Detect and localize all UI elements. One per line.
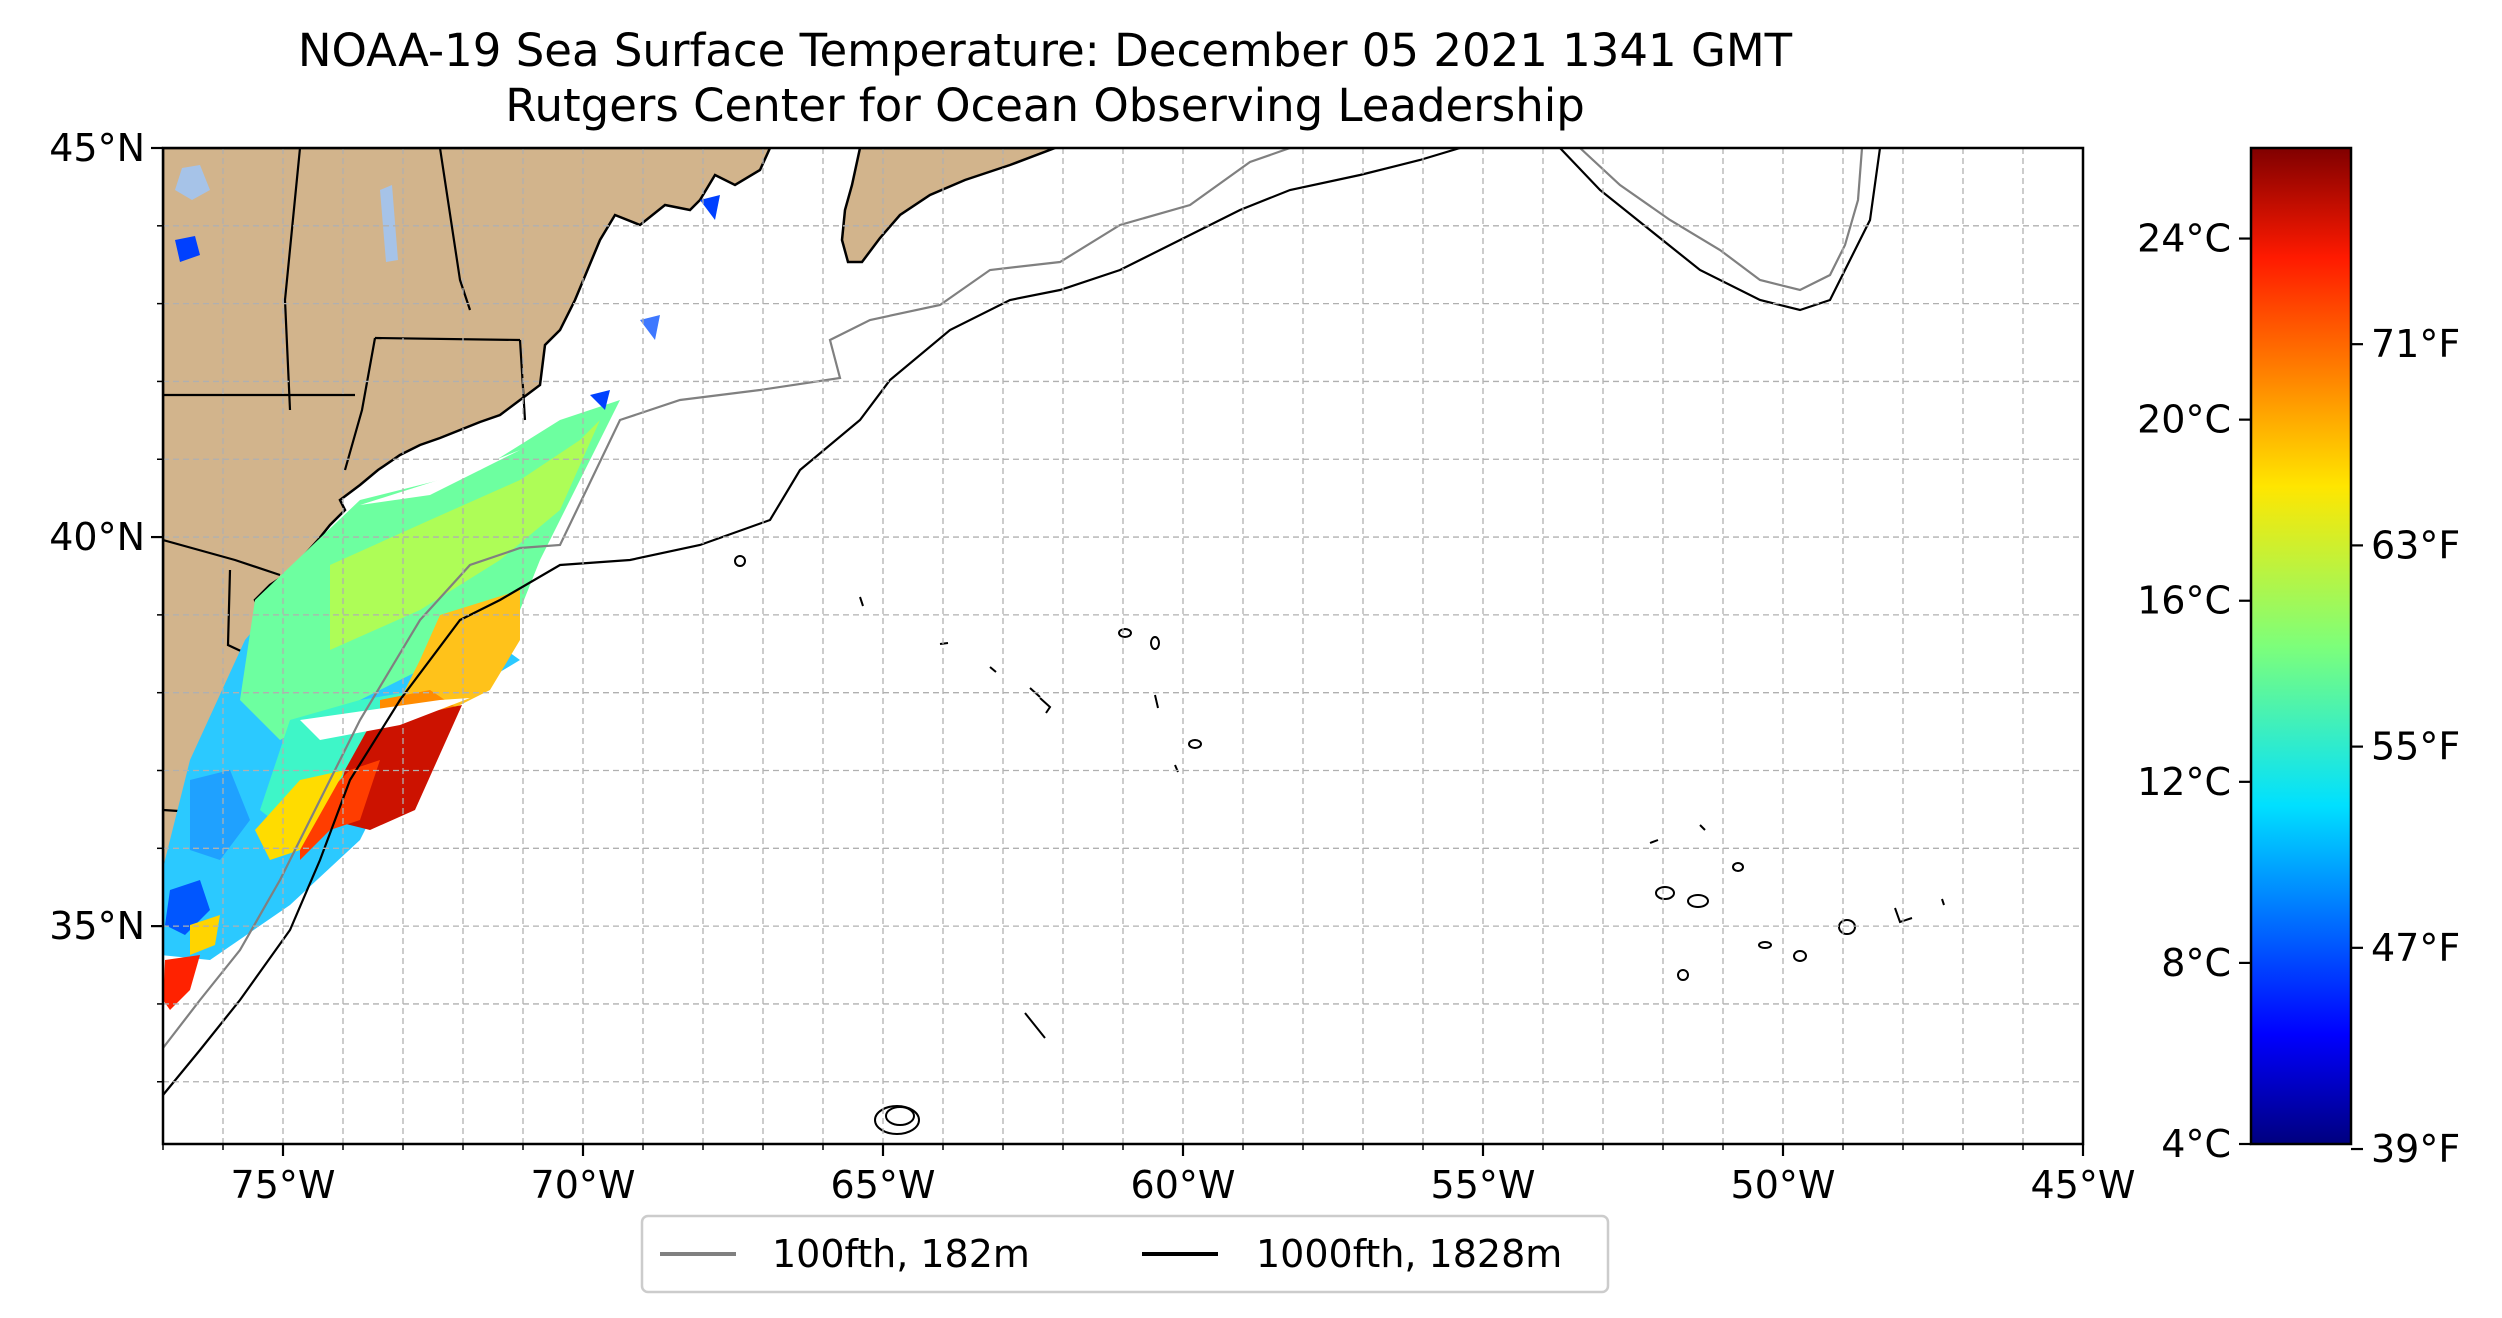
lat-tick-label: 35°N [49, 904, 145, 948]
legend: 100fth, 182m 1000fth, 1828m [640, 1214, 1610, 1294]
celsius-tick-label: 16°C [2137, 579, 2231, 623]
isobath-100fth [163, 148, 1291, 1049]
lon-tick-label: 55°W [1431, 1163, 1536, 1207]
fahrenheit-tick-label: 63°F [2371, 523, 2460, 567]
colorbar-fahrenheit-axis: 71°F 63°F 55°F 47°F 39°F [2351, 322, 2460, 1171]
lake [380, 185, 398, 262]
chart-subtitle: Rutgers Center for Ocean Observing Leade… [505, 79, 1585, 132]
state-borders [163, 148, 527, 817]
fahrenheit-tick-label: 39°F [2371, 1127, 2460, 1171]
fahrenheit-tick-label: 47°F [2371, 926, 2460, 970]
lon-tick-label: 60°W [1131, 1163, 1236, 1207]
fahrenheit-tick-label: 55°F [2371, 725, 2460, 769]
fahrenheit-tick-label: 71°F [2371, 322, 2460, 366]
celsius-tick-label: 4°C [2161, 1122, 2231, 1166]
celsius-tick-label: 20°C [2137, 398, 2231, 442]
isobath-1000fth-east [1559, 148, 1882, 312]
legend-label-1000fth: 1000fth, 1828m [1256, 1232, 1562, 1276]
lon-tick-label: 75°W [231, 1163, 336, 1207]
lon-tick-label: 70°W [531, 1163, 636, 1207]
longitude-axis: 75°W 70°W 65°W 60°W 55°W 50°W 45°W [162, 1144, 2136, 1207]
lat-tick-label: 45°N [49, 126, 145, 170]
colorbar [2249, 146, 2353, 1146]
lon-tick-label: 50°W [1731, 1163, 1836, 1207]
celsius-tick-label: 8°C [2161, 941, 2231, 985]
lon-tick-label: 65°W [831, 1163, 936, 1207]
isobath-100fth-east [1579, 148, 1864, 292]
land-nova-scotia [840, 148, 1056, 264]
chart-title: NOAA-19 Sea Surface Temperature: Decembe… [297, 24, 1793, 77]
lat-tick-label: 40°N [49, 515, 145, 559]
isobath-1000fth [163, 148, 1461, 1096]
celsius-tick-label: 24°C [2137, 217, 2231, 261]
latitude-axis: 45°N 40°N 35°N [49, 126, 163, 1083]
lake [175, 165, 210, 200]
colorbar-celsius-axis: 24°C 20°C 16°C 12°C 8°C 4°C [2137, 217, 2251, 1166]
seamounts [734, 555, 1945, 1135]
lon-tick-label: 45°W [2031, 1163, 2136, 1207]
legend-label-100fth: 100fth, 182m [772, 1232, 1030, 1276]
celsius-tick-label: 12°C [2137, 760, 2231, 804]
legend-box [640, 1214, 1610, 1294]
